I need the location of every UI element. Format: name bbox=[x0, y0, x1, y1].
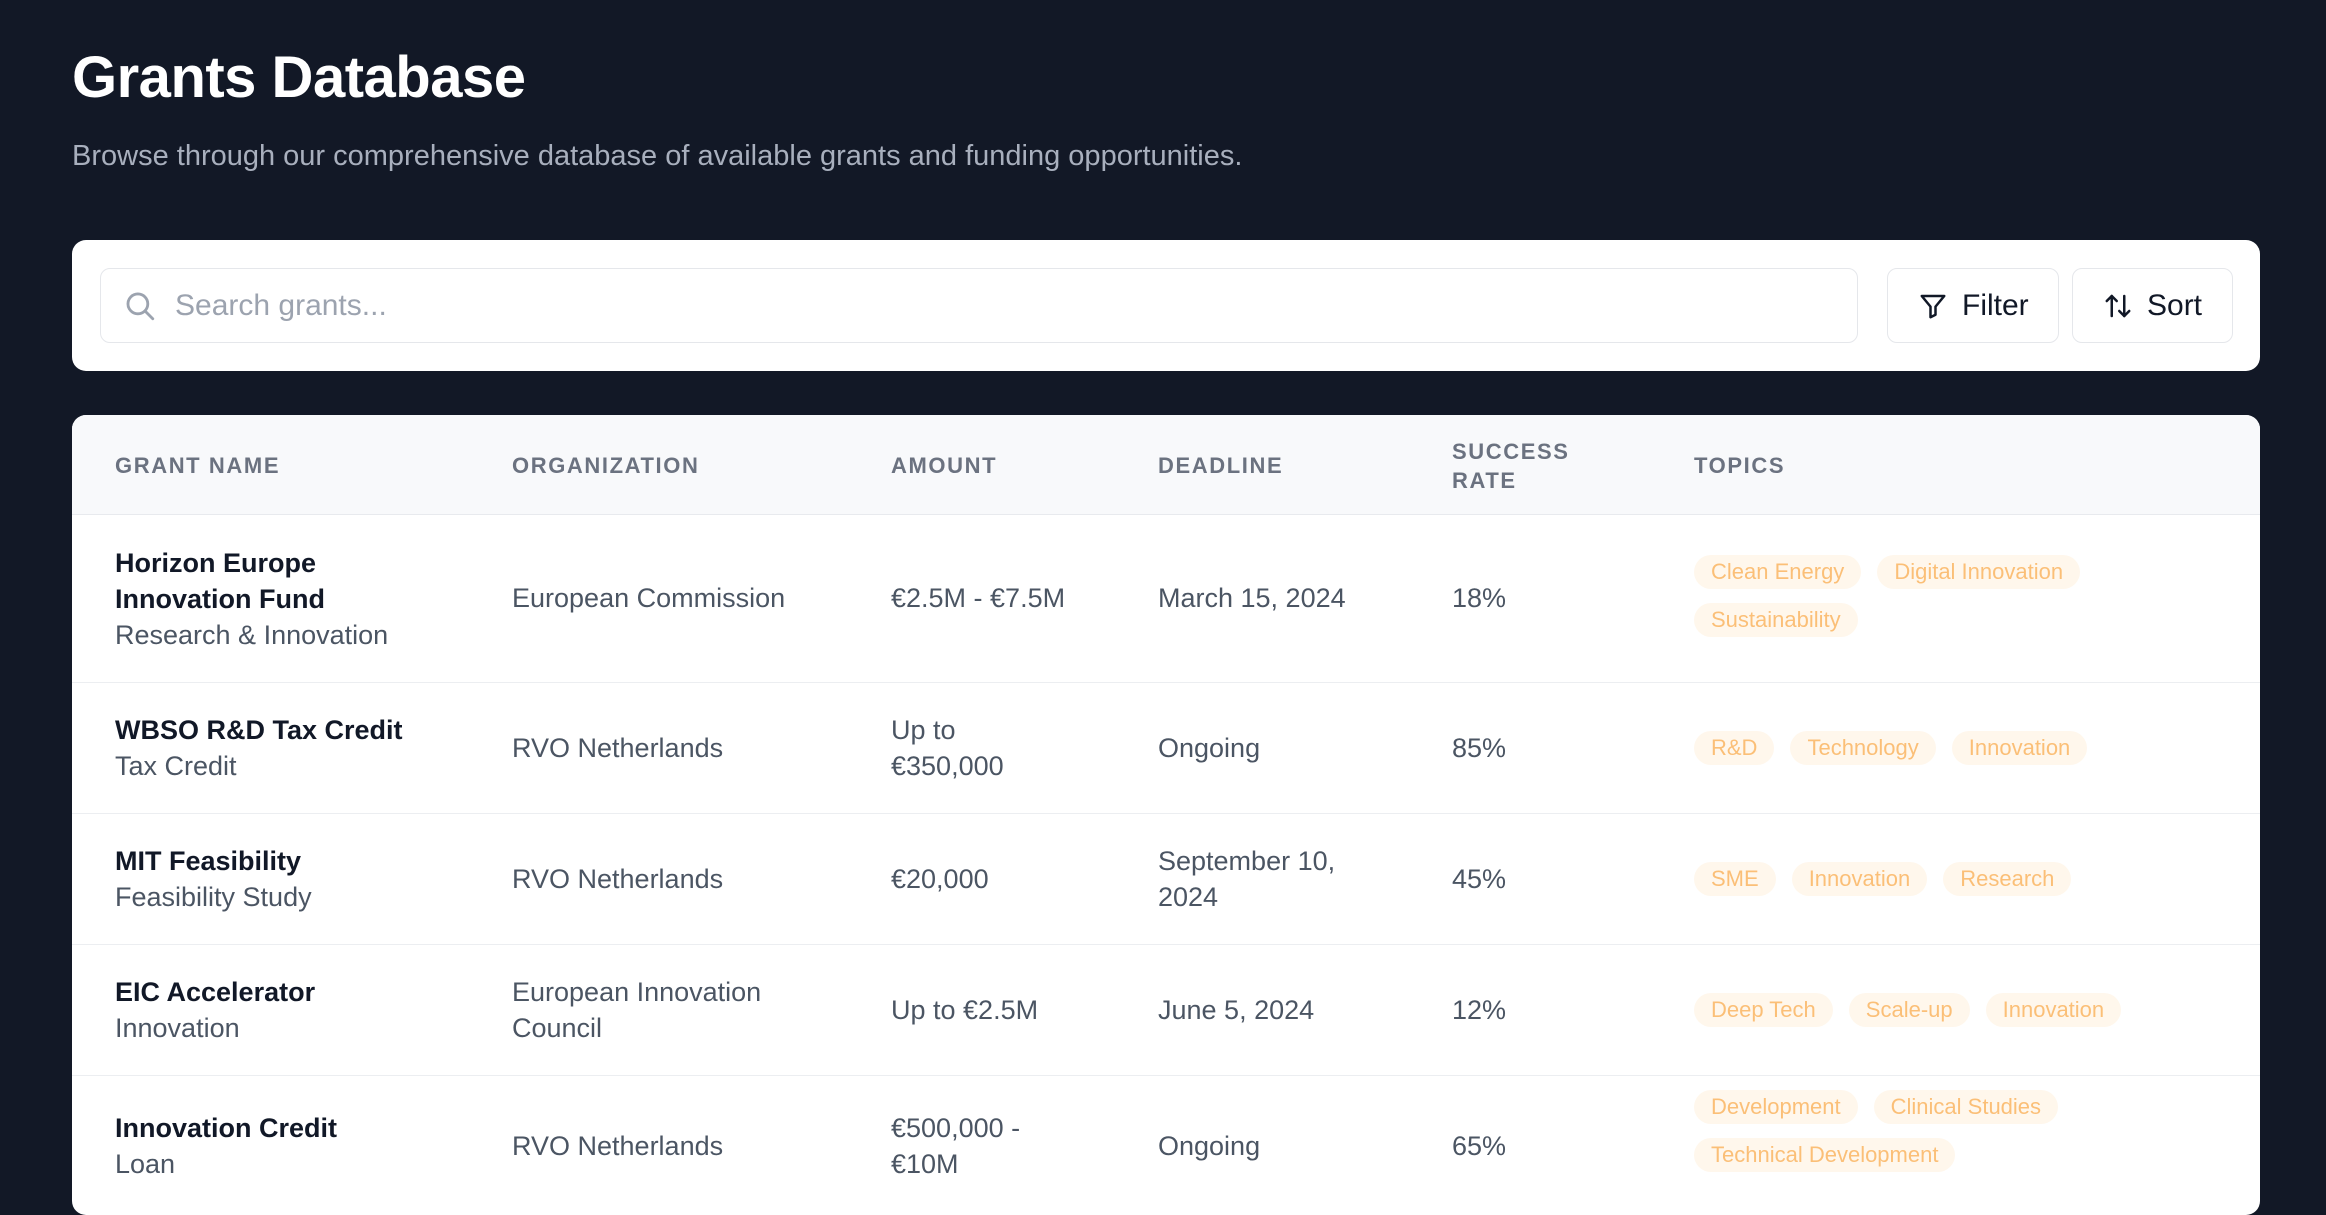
topic-tag: Development bbox=[1694, 1090, 1858, 1124]
header-success-rate[interactable]: SUCCESS RATE bbox=[1452, 437, 1570, 495]
grant-name: Horizon Europe Innovation Fund bbox=[115, 548, 325, 614]
success-rate: 18% bbox=[1452, 583, 1507, 613]
grant-type: Feasibility Study bbox=[115, 882, 312, 912]
table-row[interactable]: WBSO R&D Tax Credit Tax Credit RVO Nethe… bbox=[72, 683, 2260, 814]
header-success-rate-line1: SUCCESS bbox=[1452, 439, 1570, 464]
topic-tag: Digital Innovation bbox=[1877, 555, 2081, 589]
filter-icon bbox=[1920, 294, 1946, 318]
organization: European Commission bbox=[512, 583, 786, 613]
table-row[interactable]: Innovation Credit Loan RVO Netherlands €… bbox=[72, 1076, 2260, 1215]
search-input[interactable] bbox=[173, 269, 1837, 343]
table-row[interactable]: MIT Feasibility Feasibility Study RVO Ne… bbox=[72, 814, 2260, 945]
success-rate: 65% bbox=[1452, 1131, 1507, 1161]
topic-tag: Research bbox=[1943, 862, 2072, 896]
grant-type: Research & Innovation bbox=[115, 620, 389, 650]
table-header: GRANT NAME ORGANIZATION AMOUNT DEADLINE … bbox=[72, 415, 2260, 515]
grant-name-cell: Horizon Europe Innovation Fund Research … bbox=[115, 545, 445, 653]
header-amount[interactable]: AMOUNT bbox=[891, 453, 998, 478]
sort-button[interactable]: Sort bbox=[2072, 268, 2233, 343]
header-topics: TOPICS bbox=[1694, 453, 1786, 478]
amount: €2.5M - €7.5M bbox=[891, 583, 1066, 613]
grant-name-cell: Innovation Credit Loan bbox=[115, 1110, 445, 1182]
topic-tag: Technical Development bbox=[1694, 1138, 1956, 1172]
topic-tags: Clean Energy Digital Innovation Sustaina… bbox=[1694, 555, 2174, 637]
deadline: September 10, 2024 bbox=[1158, 846, 1336, 912]
grant-name-cell: MIT Feasibility Feasibility Study bbox=[115, 843, 445, 915]
topic-tag: R&D bbox=[1694, 731, 1775, 765]
organization: RVO Netherlands bbox=[512, 864, 724, 894]
topic-tag: Innovation bbox=[1985, 993, 2122, 1027]
search-box[interactable] bbox=[100, 268, 1858, 343]
sort-arrows-icon bbox=[2105, 294, 2131, 317]
amount: €500,000 - €10M bbox=[891, 1113, 1021, 1179]
page-title: Grants Database bbox=[72, 45, 526, 110]
organization: RVO Netherlands bbox=[512, 1131, 724, 1161]
topic-tags: R&D Technology Innovation bbox=[1694, 731, 2174, 765]
grant-name: WBSO R&D Tax Credit bbox=[115, 715, 403, 745]
grant-name-cell: WBSO R&D Tax Credit Tax Credit bbox=[115, 712, 445, 784]
topic-tag: Innovation bbox=[1791, 862, 1928, 896]
deadline: June 5, 2024 bbox=[1158, 995, 1315, 1025]
filter-label: Filter bbox=[1962, 288, 2029, 322]
header-organization[interactable]: ORGANIZATION bbox=[512, 453, 700, 478]
success-rate: 45% bbox=[1452, 864, 1507, 894]
grant-name: EIC Accelerator bbox=[115, 977, 316, 1007]
deadline: Ongoing bbox=[1158, 733, 1261, 763]
header-deadline[interactable]: DEADLINE bbox=[1158, 453, 1284, 478]
grant-type: Innovation bbox=[115, 1013, 240, 1043]
topic-tag: Deep Tech bbox=[1694, 993, 1833, 1027]
success-rate: 12% bbox=[1452, 995, 1507, 1025]
topic-tag: Sustainability bbox=[1694, 603, 1858, 637]
topic-tag: Clean Energy bbox=[1694, 555, 1862, 589]
header-success-rate-line2: RATE bbox=[1452, 468, 1517, 493]
search-toolbar: Filter Sort bbox=[72, 240, 2260, 371]
topic-tag: Clinical Studies bbox=[1873, 1090, 2059, 1124]
topic-tag: Innovation bbox=[1951, 731, 2088, 765]
topic-tags: SME Innovation Research bbox=[1694, 862, 2174, 896]
grants-table: GRANT NAME ORGANIZATION AMOUNT DEADLINE … bbox=[72, 415, 2260, 1215]
search-icon bbox=[126, 292, 155, 321]
topic-tag: Technology bbox=[1790, 731, 1936, 765]
topic-tag: SME bbox=[1694, 862, 1776, 896]
amount: Up to €350,000 bbox=[891, 715, 1004, 781]
amount: Up to €2.5M bbox=[891, 995, 1039, 1025]
page-subtitle: Browse through our comprehensive databas… bbox=[72, 140, 1243, 172]
grant-name: MIT Feasibility bbox=[115, 846, 302, 876]
table-row[interactable]: Horizon Europe Innovation Fund Research … bbox=[72, 515, 2260, 683]
success-rate: 85% bbox=[1452, 733, 1507, 763]
filter-button[interactable]: Filter bbox=[1887, 268, 2059, 343]
grant-type: Tax Credit bbox=[115, 751, 237, 781]
topic-tag: Scale-up bbox=[1848, 993, 1970, 1027]
topic-tags: Development Clinical Studies Technical D… bbox=[1694, 1090, 2174, 1172]
page: Grants Database Browse through our compr… bbox=[0, 0, 2326, 174]
grant-name-cell: EIC Accelerator Innovation bbox=[115, 974, 445, 1046]
table-row[interactable]: EIC Accelerator Innovation European Inno… bbox=[72, 945, 2260, 1076]
amount: €20,000 bbox=[891, 864, 989, 894]
deadline: March 15, 2024 bbox=[1158, 583, 1346, 613]
grant-name: Innovation Credit bbox=[115, 1113, 337, 1143]
deadline: Ongoing bbox=[1158, 1131, 1261, 1161]
organization: European Innovation Council bbox=[512, 977, 762, 1043]
organization: RVO Netherlands bbox=[512, 733, 724, 763]
sort-label: Sort bbox=[2147, 288, 2203, 322]
grant-type: Loan bbox=[115, 1149, 176, 1179]
topic-tags: Deep Tech Scale-up Innovation bbox=[1694, 993, 2174, 1027]
header-grant-name[interactable]: GRANT NAME bbox=[115, 453, 281, 478]
